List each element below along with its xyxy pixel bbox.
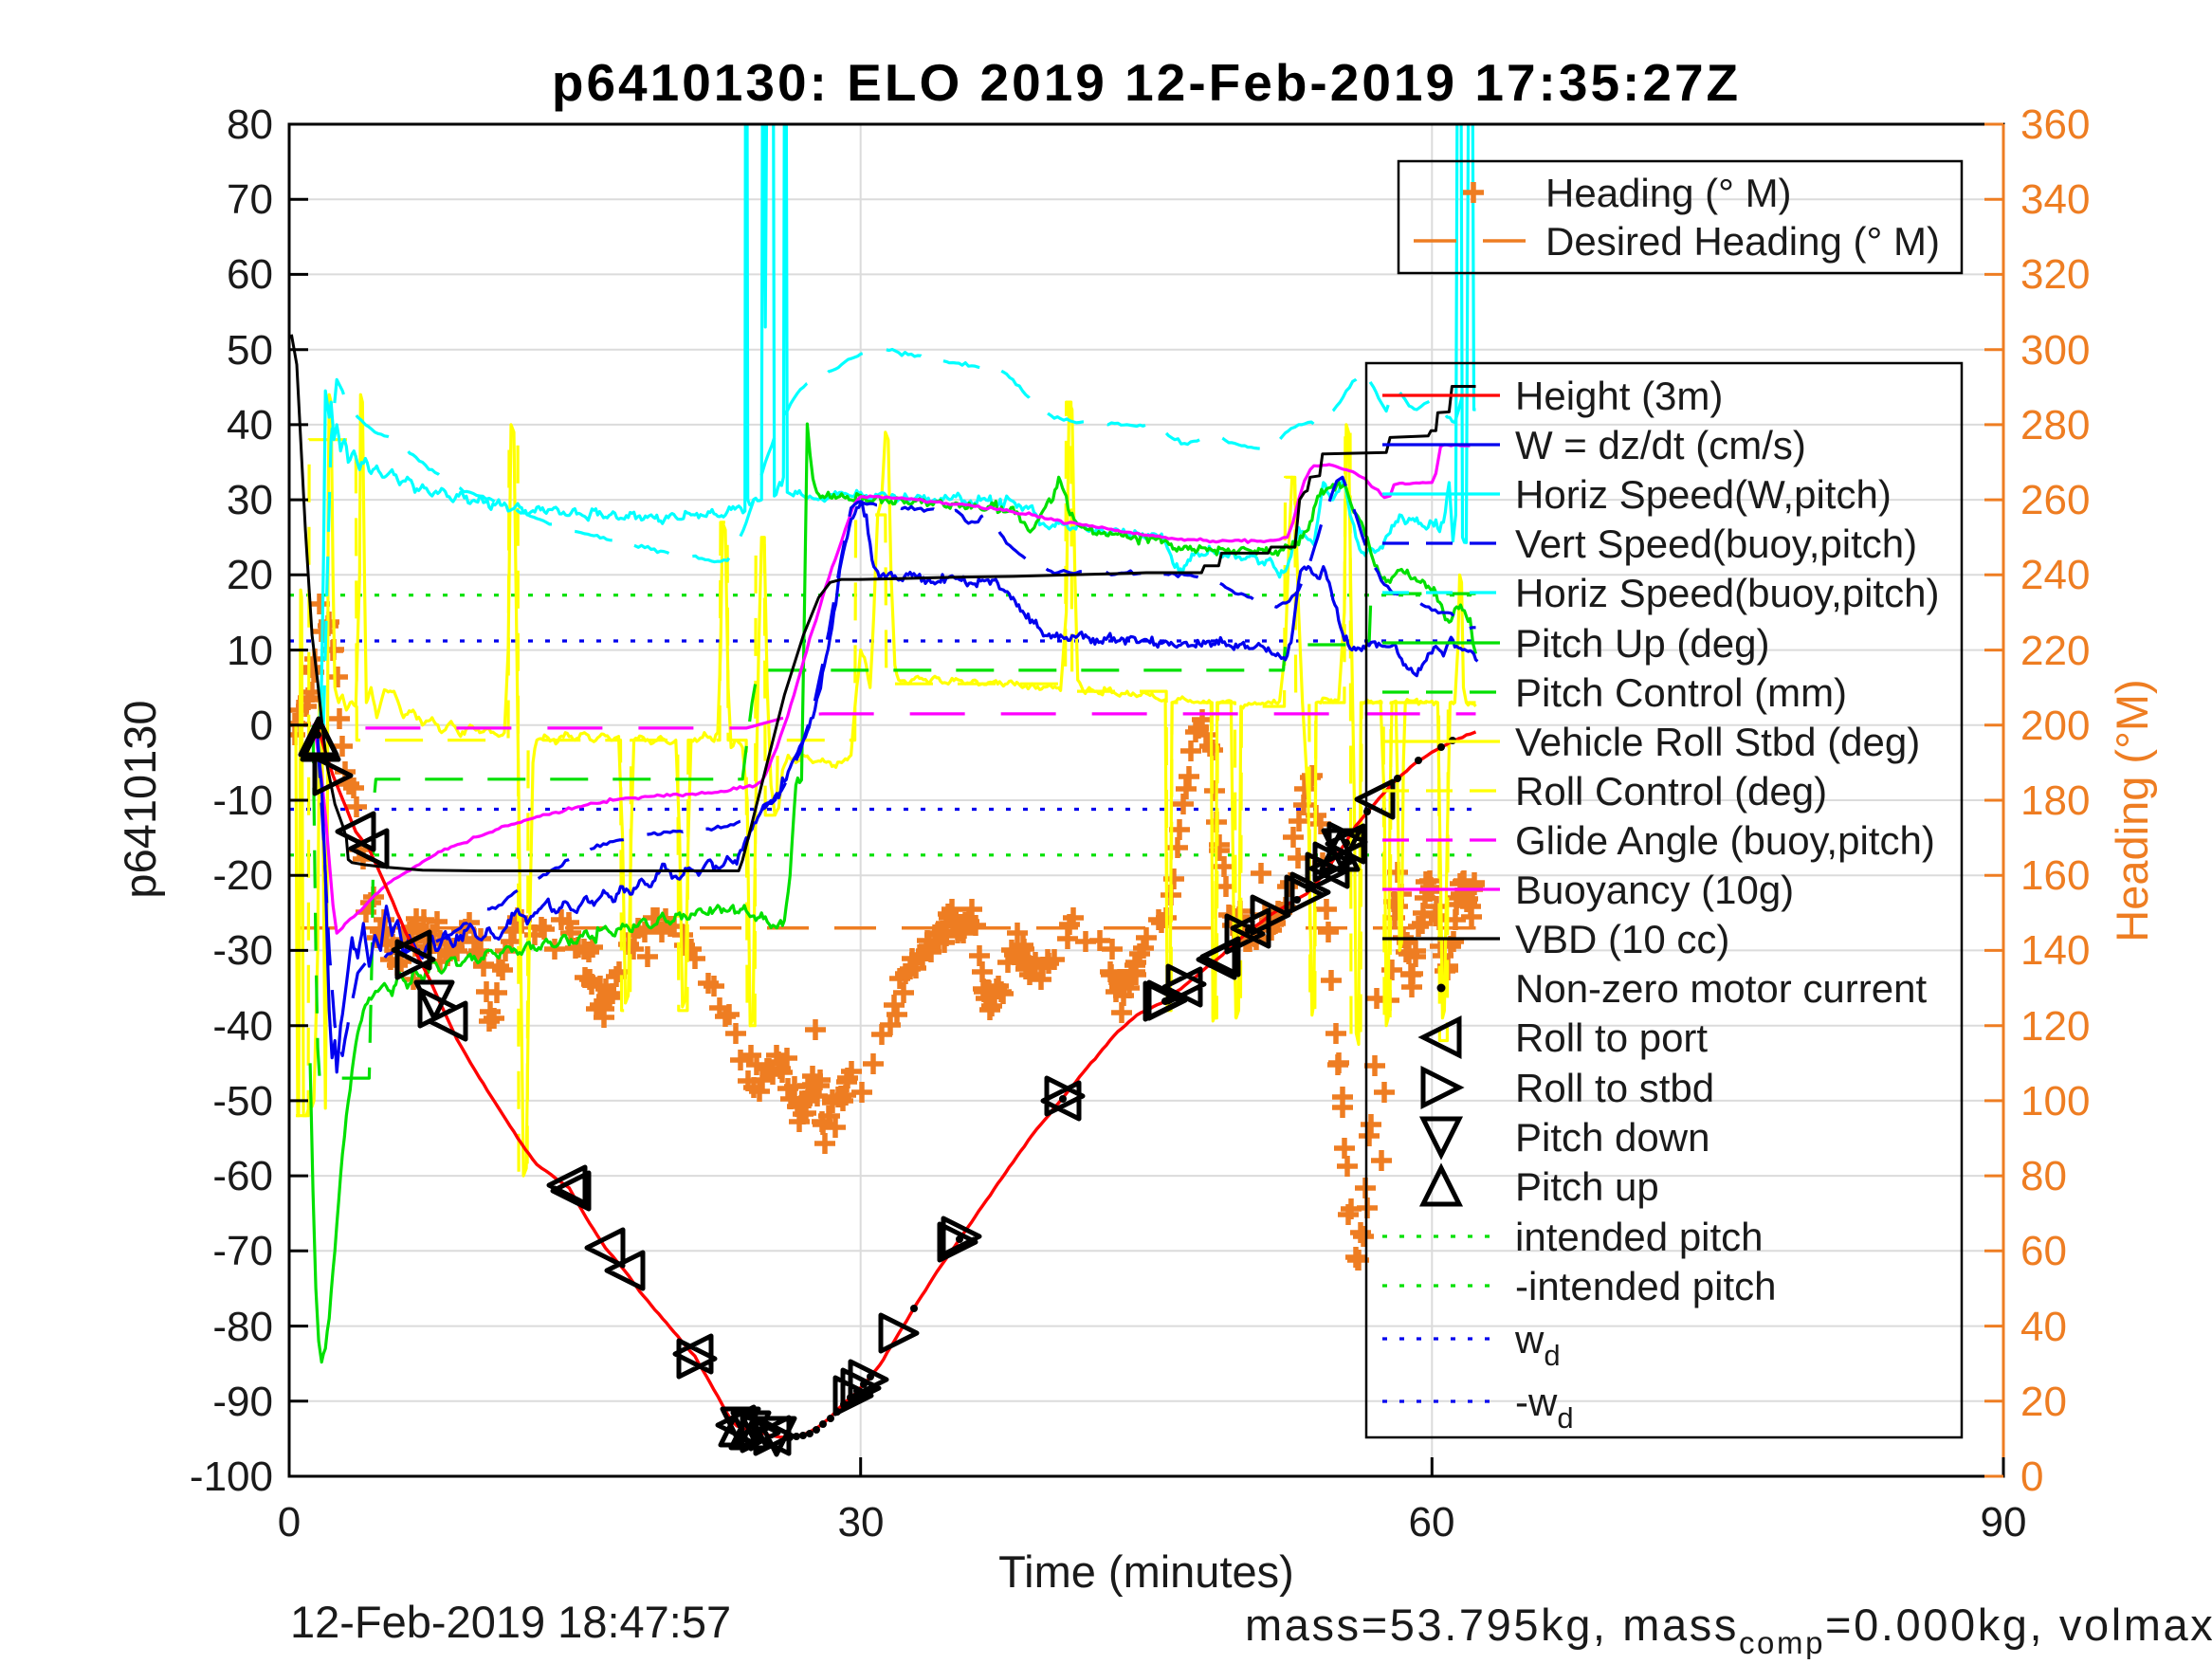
svg-text:100: 100 — [2020, 1078, 2090, 1125]
svg-text:30: 30 — [227, 477, 273, 523]
svg-text:80: 80 — [2020, 1153, 2067, 1199]
svg-text:220: 220 — [2020, 628, 2090, 674]
svg-text:Heading (° M): Heading (° M) — [1545, 171, 1792, 215]
svg-text:0: 0 — [2020, 1454, 2043, 1500]
svg-text:-70: -70 — [212, 1228, 273, 1274]
svg-text:60: 60 — [2020, 1228, 2067, 1274]
svg-text:40: 40 — [227, 402, 273, 448]
svg-text:360: 360 — [2020, 101, 2090, 148]
svg-text:140: 140 — [2020, 927, 2090, 974]
svg-text:W = dz/dt (cm/s): W = dz/dt (cm/s) — [1515, 423, 1806, 467]
svg-text:Pitch Up (deg): Pitch Up (deg) — [1515, 621, 1769, 666]
svg-text:Horiz Speed(W,pitch): Horiz Speed(W,pitch) — [1515, 472, 1892, 517]
svg-text:Height (3m): Height (3m) — [1515, 374, 1723, 418]
svg-text:120: 120 — [2020, 1003, 2090, 1050]
svg-text:-30: -30 — [212, 927, 273, 974]
svg-text:Time (minutes): Time (minutes) — [998, 1546, 1294, 1597]
svg-text:Heading (°M): Heading (°M) — [2107, 679, 2157, 942]
svg-text:-60: -60 — [212, 1153, 273, 1199]
svg-text:-50: -50 — [212, 1078, 273, 1125]
svg-text:Glide Angle (buoy,pitch): Glide Angle (buoy,pitch) — [1515, 818, 1935, 863]
svg-text:20: 20 — [227, 552, 273, 598]
svg-text:60: 60 — [1409, 1499, 1455, 1545]
svg-text:280: 280 — [2020, 402, 2090, 448]
svg-text:200: 200 — [2020, 703, 2090, 749]
svg-text:0: 0 — [250, 703, 273, 749]
svg-text:340: 340 — [2020, 176, 2090, 223]
svg-text:Non-zero motor current: Non-zero motor current — [1515, 966, 1927, 1011]
svg-text:180: 180 — [2020, 777, 2090, 824]
svg-text:-intended pitch: -intended pitch — [1515, 1264, 1777, 1308]
svg-text:70: 70 — [227, 176, 273, 223]
svg-text:0: 0 — [278, 1499, 301, 1545]
svg-text:90: 90 — [1981, 1499, 2027, 1545]
svg-text:10: 10 — [227, 628, 273, 674]
svg-text:Buoyancy (10g): Buoyancy (10g) — [1515, 868, 1794, 912]
svg-text:Roll to stbd: Roll to stbd — [1515, 1066, 1714, 1110]
svg-text:320: 320 — [2020, 251, 2090, 298]
svg-text:300: 300 — [2020, 327, 2090, 374]
svg-text:intended pitch: intended pitch — [1515, 1215, 1764, 1259]
svg-text:50: 50 — [227, 327, 273, 374]
svg-text:30: 30 — [838, 1499, 885, 1545]
svg-text:-20: -20 — [212, 852, 273, 899]
svg-text:-90: -90 — [212, 1379, 273, 1425]
svg-text:Vert Speed(buoy,pitch): Vert Speed(buoy,pitch) — [1515, 521, 1917, 566]
svg-text:Desired Heading (° M): Desired Heading (° M) — [1545, 219, 1940, 264]
svg-text:60: 60 — [227, 251, 273, 298]
svg-text:Pitch up: Pitch up — [1515, 1164, 1659, 1209]
svg-text:-40: -40 — [212, 1003, 273, 1050]
svg-text:80: 80 — [227, 101, 273, 148]
svg-text:-80: -80 — [212, 1304, 273, 1350]
svg-text:Horiz Speed(buoy,pitch): Horiz Speed(buoy,pitch) — [1515, 571, 1939, 615]
svg-text:p6410130: p6410130 — [115, 700, 165, 898]
svg-text:20: 20 — [2020, 1379, 2067, 1425]
svg-text:12-Feb-2019 18:47:57: 12-Feb-2019 18:47:57 — [290, 1597, 731, 1647]
svg-text:240: 240 — [2020, 552, 2090, 598]
svg-text:p6410130: ELO 2019 12-Feb-2019: p6410130: ELO 2019 12-Feb-2019 17:35:27Z — [552, 53, 1741, 112]
svg-text:-10: -10 — [212, 777, 273, 824]
svg-text:Roll to port: Roll to port — [1515, 1015, 1708, 1060]
svg-text:160: 160 — [2020, 852, 2090, 899]
svg-text:Vehicle Roll Stbd (deg): Vehicle Roll Stbd (deg) — [1515, 720, 1920, 764]
svg-text:40: 40 — [2020, 1304, 2067, 1350]
svg-text:Pitch down: Pitch down — [1515, 1115, 1709, 1160]
svg-text:Pitch Control (mm): Pitch Control (mm) — [1515, 670, 1847, 715]
svg-text:260: 260 — [2020, 477, 2090, 523]
svg-text:-100: -100 — [190, 1454, 273, 1500]
svg-text:VBD (10 cc): VBD (10 cc) — [1515, 917, 1729, 961]
svg-text:Roll Control (deg): Roll Control (deg) — [1515, 769, 1827, 814]
